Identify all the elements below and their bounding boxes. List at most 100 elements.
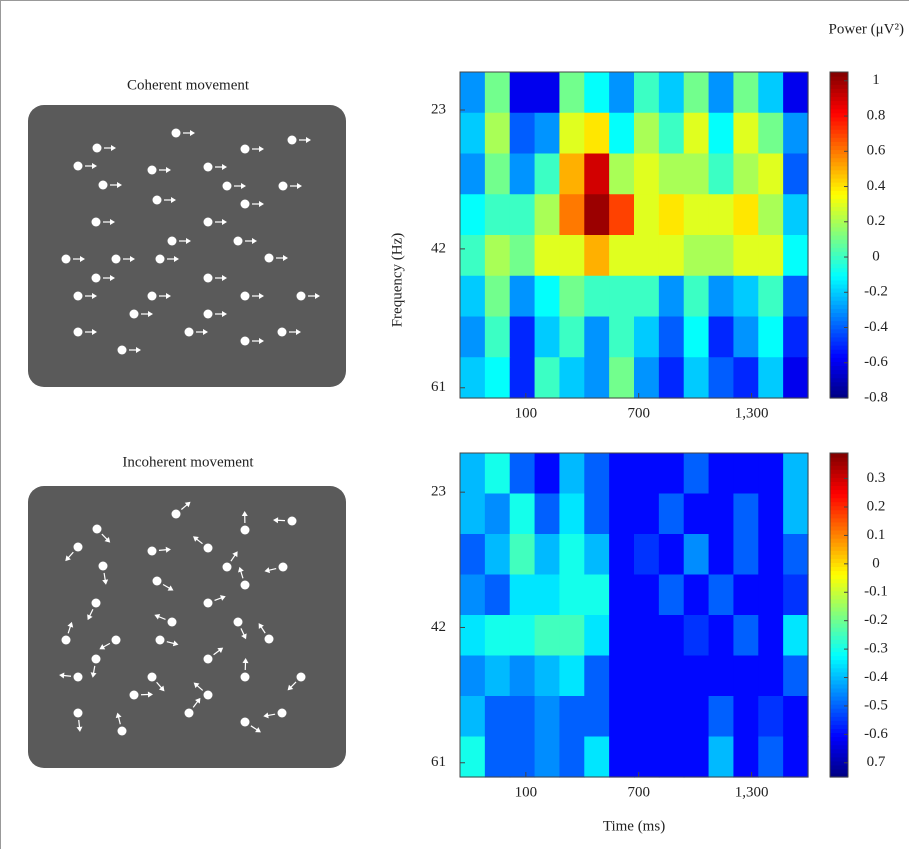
heat-cell <box>510 154 535 195</box>
colorbar-tick-label: -0.1 <box>864 584 888 600</box>
colorbar-swatch <box>830 643 848 648</box>
heat-cell <box>485 276 510 317</box>
colorbar-swatch <box>830 607 848 612</box>
dot <box>153 196 162 205</box>
colorbar-swatch <box>830 170 848 175</box>
dot <box>204 163 213 172</box>
colorbar-swatch <box>830 664 848 669</box>
heat-cell <box>584 615 609 656</box>
colorbar-tick-label: -0.4 <box>864 669 888 685</box>
heat-cell <box>783 494 808 535</box>
heat-cell <box>783 357 808 398</box>
y-tick-label: 23 <box>431 484 446 500</box>
colorbar-swatch <box>830 109 848 114</box>
heat-cell <box>709 696 734 737</box>
colorbar-swatch <box>830 349 848 354</box>
heat-cell <box>758 615 783 656</box>
dot <box>112 255 121 264</box>
heat-cell <box>485 72 510 113</box>
heat-cell <box>559 317 584 358</box>
colorbar-swatch <box>830 272 848 277</box>
heat-cell <box>559 534 584 575</box>
colorbar-swatch <box>830 558 848 563</box>
heat-cell <box>634 737 659 778</box>
heat-cell <box>659 575 684 616</box>
colorbar-swatch <box>830 453 848 458</box>
dot <box>93 525 102 534</box>
heat-cell <box>659 113 684 154</box>
heat-cell <box>733 194 758 235</box>
colorbar-swatch <box>830 562 848 567</box>
colorbar-swatch <box>830 461 848 466</box>
y-tick-label: 42 <box>431 619 446 635</box>
dot <box>148 547 157 556</box>
colorbar-swatch <box>830 741 848 746</box>
colorbar-swatch <box>830 660 848 665</box>
colorbar-swatch <box>830 473 848 478</box>
heat-cell <box>609 696 634 737</box>
heat-cell <box>535 737 560 778</box>
dot <box>241 200 250 209</box>
heat-cell <box>460 317 485 358</box>
heat-cell <box>584 154 609 195</box>
colorbar-swatch <box>830 194 848 199</box>
colorbar-label: Power (μV²) <box>829 21 904 37</box>
dot <box>241 718 250 727</box>
colorbar-tick-label: -0.5 <box>864 697 888 713</box>
heat-cell <box>460 72 485 113</box>
dot <box>92 655 101 664</box>
heat-cell <box>559 656 584 697</box>
colorbar-swatch <box>830 546 848 551</box>
dot <box>204 599 213 608</box>
heat-cell <box>535 72 560 113</box>
heat-cell <box>535 357 560 398</box>
dot <box>156 636 165 645</box>
heat-cell <box>733 656 758 697</box>
heat-cell <box>609 154 634 195</box>
colorbar-swatch <box>830 522 848 527</box>
colorbar-swatch <box>830 465 848 470</box>
heat-cell <box>535 317 560 358</box>
colorbar-swatch <box>830 639 848 644</box>
colorbar-swatch <box>830 712 848 717</box>
heat-cell <box>733 737 758 778</box>
heat-cell <box>783 737 808 778</box>
heat-cell <box>684 494 709 535</box>
heat-cell <box>485 453 510 494</box>
colorbar-tick-label: 0.6 <box>867 143 886 159</box>
colorbar-swatch <box>830 308 848 313</box>
colorbar-tick-label: 0.1 <box>867 527 886 543</box>
heat-cell <box>584 276 609 317</box>
dot <box>92 218 101 227</box>
colorbar-tick-label: 0.3 <box>867 470 886 486</box>
colorbar-swatch <box>830 676 848 681</box>
heat-cell <box>584 72 609 113</box>
colorbar-swatch <box>830 745 848 750</box>
heat-cell <box>733 357 758 398</box>
dot <box>279 563 288 572</box>
heat-cell <box>460 534 485 575</box>
dot <box>223 182 232 191</box>
x-tick-label: 1,300 <box>735 405 769 421</box>
heat-cell <box>758 575 783 616</box>
y-axis-label: Frequency (Hz) <box>389 233 405 328</box>
heat-cell <box>659 154 684 195</box>
dot <box>241 581 250 590</box>
colorbar-swatch <box>830 178 848 183</box>
heat-cell <box>609 72 634 113</box>
heat-cell <box>485 357 510 398</box>
stimulus-panel <box>28 105 346 387</box>
dot <box>168 618 177 627</box>
colorbar-swatch <box>830 141 848 146</box>
heat-cell <box>634 194 659 235</box>
dot <box>156 255 165 264</box>
colorbar-swatch <box>830 623 848 628</box>
x-tick-label: 700 <box>627 405 650 421</box>
colorbar-swatch <box>830 587 848 592</box>
heat-cell <box>510 113 535 154</box>
colorbar-tick-label: 0 <box>872 555 880 571</box>
colorbar-swatch <box>830 583 848 588</box>
heat-cell <box>510 276 535 317</box>
heat-cell <box>460 194 485 235</box>
heat-cell <box>485 615 510 656</box>
